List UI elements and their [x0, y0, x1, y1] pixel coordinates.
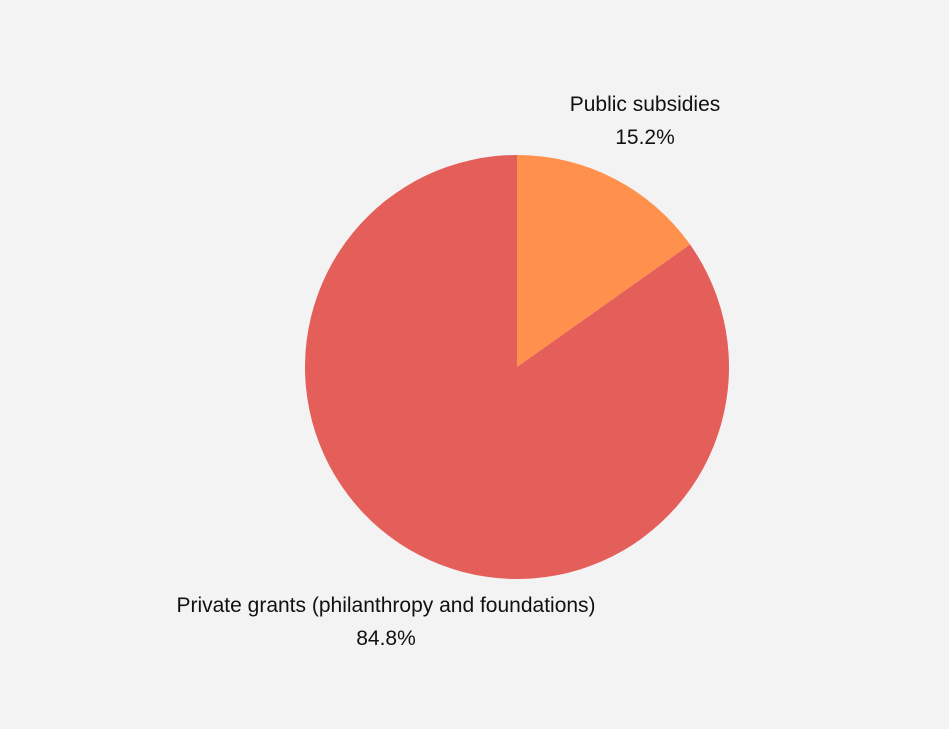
slice-label-private-grants: Private grants (philanthropy and foundat…	[176, 594, 595, 617]
slice-value-private-grants: 84.8%	[356, 627, 416, 650]
pie-slice-private-grants-philanthropy-and-foundations	[305, 155, 730, 579]
pie-slice-public-subsidies	[517, 155, 691, 367]
pie-slices	[305, 155, 730, 579]
slice-value-public-subsidies: 15.2%	[615, 126, 675, 149]
slice-label-public-subsidies: Public subsidies	[570, 93, 721, 116]
